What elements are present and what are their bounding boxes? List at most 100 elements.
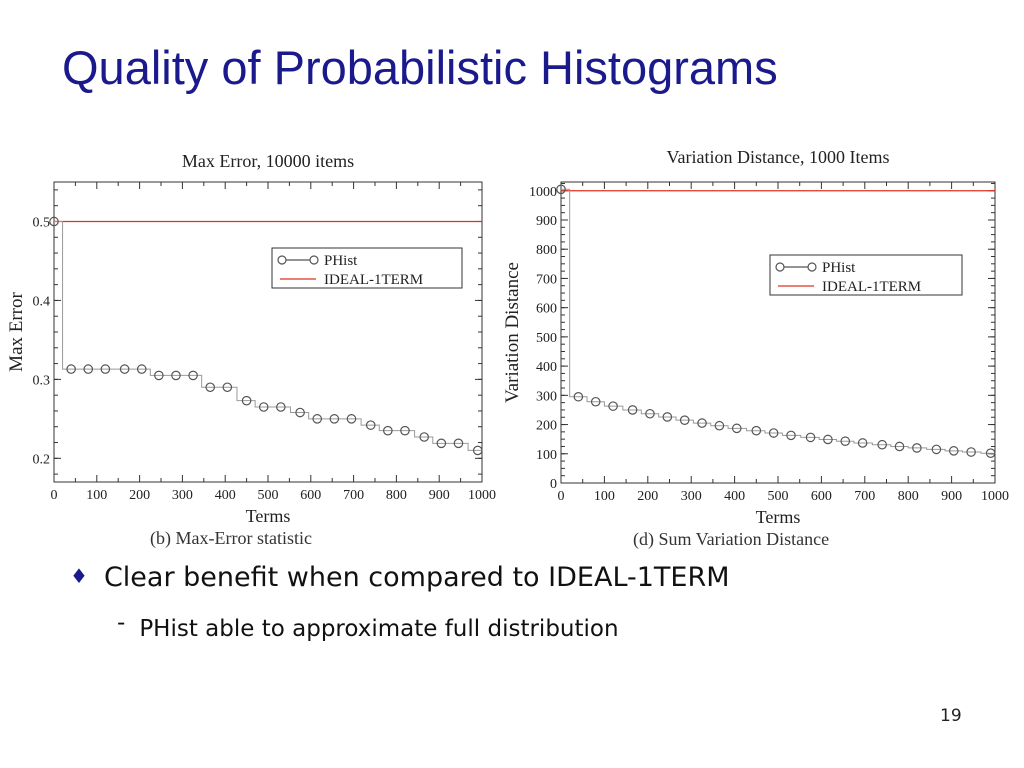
phist-point: [453, 438, 464, 449]
x-tick-label: 600: [300, 488, 321, 503]
phist-point: [154, 370, 164, 381]
phist-point: [136, 364, 147, 374]
x-tick-label: 700: [343, 488, 364, 503]
phist-point: [83, 364, 94, 374]
legend-phist-marker: [309, 255, 319, 265]
phist-point: [188, 370, 198, 381]
bullet-item: ♦ Clear benefit when compared to IDEAL-1T…: [70, 562, 730, 593]
phist-point: [329, 414, 340, 424]
y-tick-label: 300: [536, 389, 557, 404]
phist-point: [295, 407, 305, 418]
legend-phist-label: PHist: [822, 260, 856, 276]
y-tick-label: 400: [536, 360, 557, 375]
y-tick-label: 200: [536, 419, 557, 434]
phist-point: [985, 448, 996, 458]
phist-point: [346, 414, 357, 424]
phist-point: [400, 425, 410, 436]
y-tick-label: 0.2: [33, 452, 51, 467]
x-tick-label: 900: [941, 489, 962, 504]
x-tick-label: 200: [637, 489, 658, 504]
chart-title: Variation Distance, 1000 Items: [667, 147, 890, 167]
phist-point: [840, 436, 851, 447]
y-tick-label: 0.4: [33, 294, 51, 309]
y-tick-label: 0.5: [33, 215, 51, 230]
sub-bullet-text: PHist able to approximate full distribut…: [139, 616, 619, 642]
y-axis-label: Max Error: [6, 291, 27, 371]
phist-point: [171, 370, 181, 381]
legend-box: [769, 254, 963, 296]
phist-point: [966, 447, 976, 457]
x-tick-label: 400: [215, 488, 236, 503]
y-tick-label: 500: [536, 331, 557, 346]
x-tick-label: 1000: [468, 488, 496, 503]
phist-point: [608, 401, 618, 411]
phist-point: [276, 402, 286, 412]
y-tick-label: 600: [536, 302, 557, 317]
y-tick-label: 1000: [529, 185, 557, 200]
legend-box: [271, 247, 463, 289]
max-error-chart: Max Error, 10000 items Terms(b) Max-Error…: [6, 151, 496, 549]
variation-distance-chart: Variation Distance, 1000 Items Terms(d) S…: [502, 147, 1009, 550]
phist-point: [590, 396, 601, 407]
legend-phist-marker: [775, 262, 785, 272]
y-tick-label: 0.3: [33, 373, 51, 388]
phist-point: [627, 405, 638, 415]
x-tick-label: 0: [51, 488, 58, 503]
y-tick-label: 100: [536, 448, 557, 463]
phist-point: [786, 430, 796, 441]
page-number: 19: [940, 706, 962, 726]
phist-point: [205, 382, 216, 393]
x-tick-label: 300: [681, 489, 702, 504]
x-tick-label: 800: [898, 489, 919, 504]
phist-point: [556, 184, 566, 195]
phist-point: [573, 391, 584, 402]
x-tick-label: 500: [768, 489, 789, 504]
phist-point: [258, 402, 269, 412]
phist-point: [662, 412, 673, 422]
chart-caption: (d) Sum Variation Distance: [633, 529, 829, 550]
phist-point: [100, 364, 111, 374]
phist-point: [312, 414, 323, 424]
phist-point: [948, 446, 959, 456]
dash-bullet-icon: -: [117, 610, 126, 636]
phist-point: [241, 395, 252, 406]
phist-point: [894, 441, 905, 452]
phist-point: [679, 415, 690, 425]
phist-point: [472, 445, 483, 456]
x-tick-label: 600: [811, 489, 832, 504]
x-tick-label: 300: [172, 488, 193, 503]
x-axis-label: Terms: [756, 507, 801, 527]
y-tick-label: 0: [550, 477, 557, 492]
phist-point: [119, 364, 130, 374]
sub-bullet-item: - PHist able to approximate full distribu…: [117, 610, 619, 642]
plot-frame: [560, 181, 996, 484]
phist-point: [383, 425, 393, 436]
phist-point: [877, 439, 887, 450]
y-tick-label: 800: [536, 243, 557, 258]
phist-point: [857, 438, 868, 448]
phist-point: [365, 420, 376, 430]
phist-point: [805, 432, 816, 443]
x-tick-label: 500: [258, 488, 279, 503]
slide-title: Quality of Probabilistic Histograms: [62, 41, 778, 94]
phist-line: [561, 188, 995, 454]
y-axis-label: Variation Distance: [502, 262, 523, 403]
phist-point: [436, 438, 447, 449]
phist-point: [768, 428, 779, 438]
phist-point: [823, 434, 833, 445]
x-tick-label: 100: [86, 488, 107, 503]
phist-point: [222, 382, 233, 393]
x-tick-label: 200: [129, 488, 150, 503]
legend-phist-marker: [277, 255, 287, 265]
legend-ideal-label: IDEAL-1TERM: [822, 279, 921, 295]
phist-point: [912, 443, 922, 453]
x-tick-label: 1000: [981, 489, 1009, 504]
chart-title: Max Error, 10000 items: [182, 151, 354, 171]
legend-ideal-label: IDEAL-1TERM: [324, 272, 423, 288]
phist-point: [697, 418, 707, 428]
phist-point: [645, 408, 655, 419]
phist-point: [66, 364, 76, 374]
diamond-bullet-icon: ♦: [70, 564, 88, 588]
y-tick-label: 900: [536, 214, 557, 229]
x-tick-label: 700: [854, 489, 875, 504]
